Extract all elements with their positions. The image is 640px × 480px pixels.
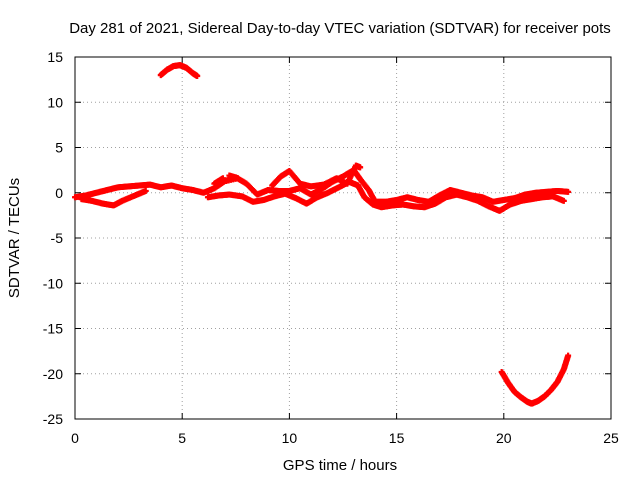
data-point [565,352,572,359]
chart-title: Day 281 of 2021, Sidereal Day-to-day VTE… [69,20,611,37]
x-tick-label: 20 [496,430,512,446]
x-tick-label: 15 [389,430,405,446]
data-points [72,62,572,407]
data-point [565,188,572,195]
y-tick-label: -15 [43,321,63,337]
series-arc-around-21h [498,352,572,407]
data-point [219,175,226,182]
series-main-band [72,167,572,205]
y-tick-label: -10 [43,275,63,291]
x-tick-labels: 0 5 10 15 20 25 [71,430,619,446]
y-tick-label: 15 [47,49,63,65]
y-tick-label: -20 [43,366,63,382]
x-axis-title: GPS time / hours [283,457,397,474]
data-point [142,187,149,194]
data-point [194,73,201,80]
x-tick-label: 0 [71,430,79,446]
data-point [357,164,364,171]
data-point [560,197,567,204]
y-tick-labels: -25 -20 -15 -10 -5 0 5 10 15 [43,49,63,427]
grid [75,57,611,419]
series-arc-around-5h [157,62,201,80]
series-upper-branch [211,162,364,190]
y-tick-label: 0 [55,185,63,201]
x-tick-label: 10 [282,430,298,446]
y-axis-title: SDTVAR / TECUs [6,178,23,298]
x-tick-label: 5 [178,430,186,446]
y-tick-label: -25 [43,411,63,427]
x-tick-label: 25 [603,430,619,446]
y-tick-label: 10 [47,94,63,110]
axis-ticks [74,56,612,420]
series-lower-branch [78,178,567,214]
y-tick-label: -5 [51,230,64,246]
y-tick-label: 5 [55,140,63,156]
